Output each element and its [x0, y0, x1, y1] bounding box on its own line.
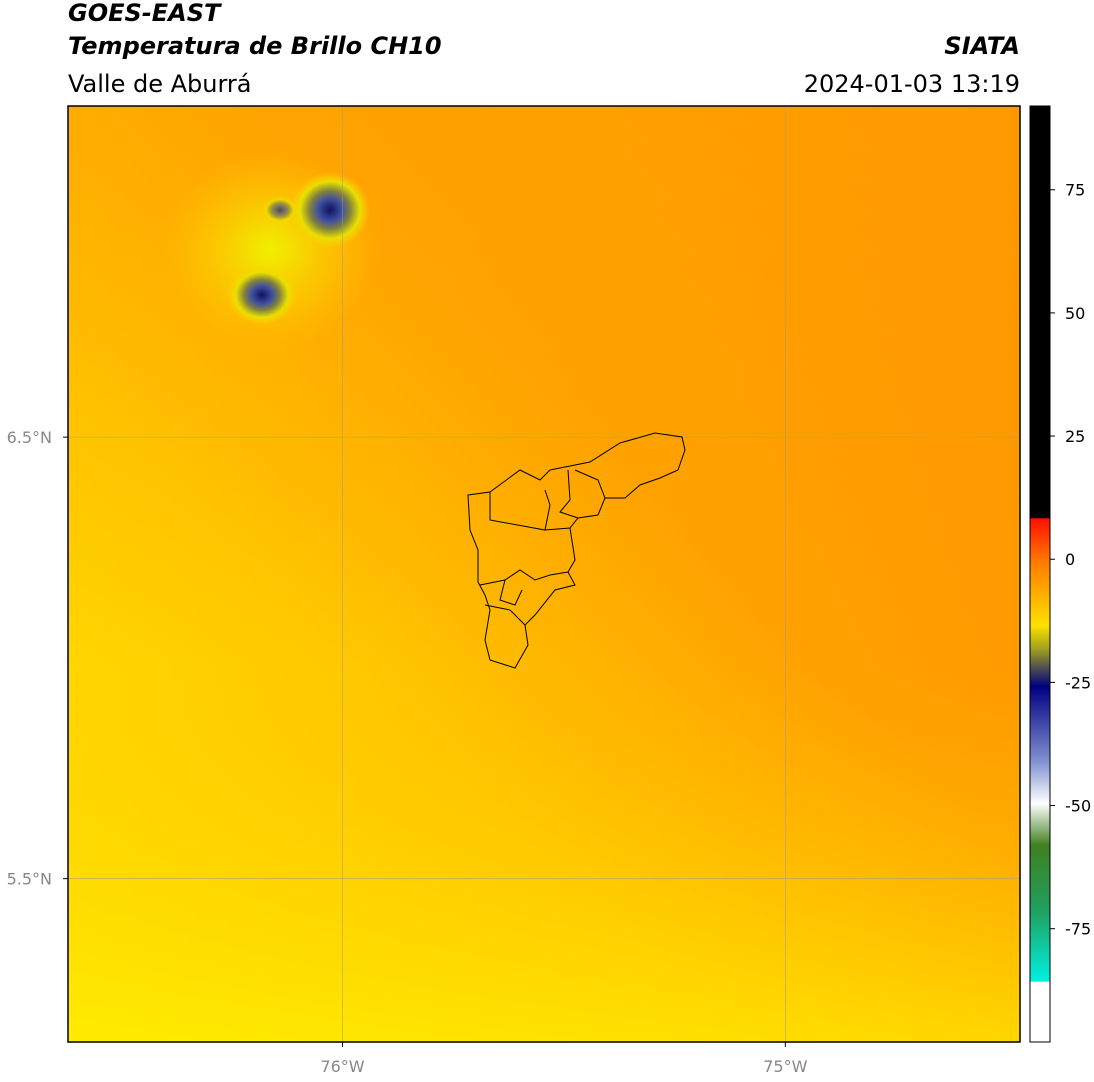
x-tick-label: 76°W [320, 1057, 364, 1076]
satellite-image [68, 106, 1020, 1042]
map-frame [67, 105, 1021, 1043]
y-tick-label: 6.5°N [7, 428, 52, 447]
title: GOES-EAST [68, 0, 222, 27]
datetime: 2024-01-03 13:19 [804, 70, 1020, 98]
region-outline [467, 432, 686, 669]
colorbar-tick-label: 25 [1065, 427, 1085, 446]
colorbar-tick-label: 0 [1065, 550, 1075, 569]
subtitle: Temperatura de Brillo CH10 [68, 32, 442, 60]
colorbar-tick-label: 75 [1065, 181, 1085, 200]
colorbar-tick-label: -50 [1065, 797, 1091, 816]
source: SIATA [944, 32, 1020, 60]
colorbar-tick-label: 50 [1065, 304, 1085, 323]
y-tick-label: 5.5°N [7, 870, 52, 889]
x-tick-label: 75°W [763, 1057, 807, 1076]
colorbar-tick-label: -75 [1065, 920, 1091, 939]
colorbar-tick-label: -25 [1065, 673, 1091, 692]
colorbar [1029, 105, 1051, 1043]
graticule [63, 106, 1020, 1047]
region: Valle de Aburrá [68, 70, 252, 98]
